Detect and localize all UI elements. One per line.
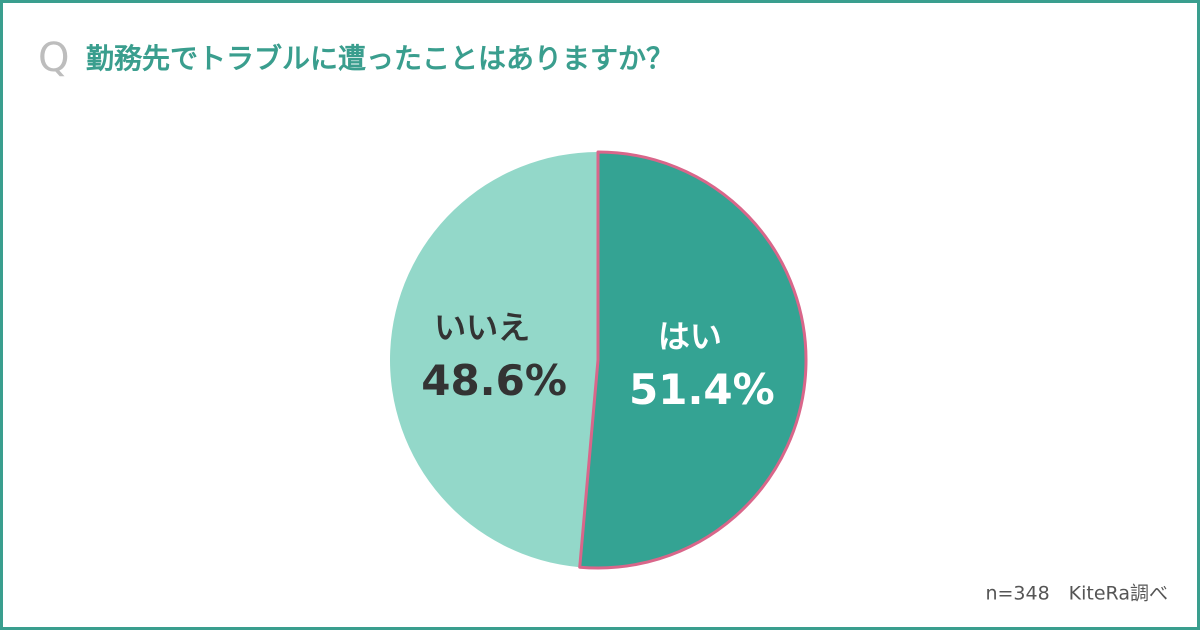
pie-slice — [578, 150, 808, 570]
slice-value-label: 48.6% — [421, 356, 567, 405]
source-note: n=348 KiteRa調べ — [985, 583, 1168, 605]
pie-slice — [389, 152, 598, 568]
slice-label: いいえ — [434, 308, 530, 346]
chart-title: 勤務先でトラブルに遭ったことはありますか？ — [86, 42, 674, 75]
slice-value-label: 51.4% — [629, 365, 775, 414]
slice-label: はい — [658, 318, 722, 356]
question-mark: Q — [38, 35, 69, 81]
